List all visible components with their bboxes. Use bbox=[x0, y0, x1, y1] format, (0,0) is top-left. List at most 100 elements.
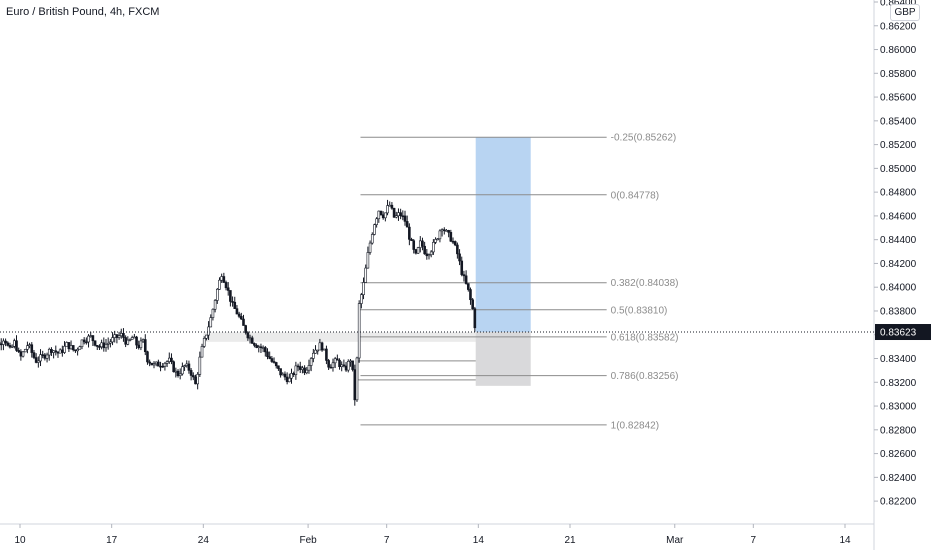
price-axis-label: 0.83800 bbox=[880, 306, 917, 317]
candle-body bbox=[259, 346, 263, 349]
candle-body bbox=[360, 294, 363, 304]
candle-body bbox=[272, 361, 276, 363]
candle-body bbox=[394, 215, 398, 218]
candle-body bbox=[209, 317, 213, 328]
price-axis-label: 0.86200 bbox=[880, 21, 917, 32]
candle-body bbox=[119, 333, 123, 337]
candle-body bbox=[196, 374, 199, 385]
candle-body bbox=[95, 345, 99, 347]
candle-body bbox=[218, 279, 221, 290]
candle-body bbox=[2, 340, 5, 345]
candle-body bbox=[469, 289, 472, 301]
candle-body bbox=[447, 230, 450, 233]
candle-body bbox=[226, 287, 230, 291]
candle-body bbox=[13, 340, 16, 347]
candle-body bbox=[381, 214, 385, 219]
candle-body bbox=[257, 346, 261, 349]
candle-body bbox=[100, 342, 103, 348]
price-axis-label: 0.85600 bbox=[880, 93, 917, 104]
candle-body bbox=[329, 366, 333, 369]
candle-body bbox=[242, 318, 245, 326]
candle-body bbox=[150, 362, 154, 366]
candle-body bbox=[279, 368, 282, 376]
candle-body bbox=[296, 365, 300, 368]
candle-body bbox=[351, 360, 354, 370]
candle-body bbox=[445, 230, 448, 232]
candle-body bbox=[281, 373, 285, 376]
candle-body bbox=[135, 336, 138, 346]
candle-body bbox=[165, 361, 169, 364]
candle-body bbox=[283, 373, 287, 378]
candle-body bbox=[333, 358, 337, 364]
candle-body bbox=[399, 212, 402, 217]
candle-body bbox=[98, 346, 101, 348]
candle-body bbox=[122, 333, 125, 338]
candle-body bbox=[292, 373, 295, 376]
candle-body bbox=[316, 349, 319, 352]
candle-body bbox=[37, 360, 40, 363]
candle-body bbox=[207, 326, 210, 336]
candle-body bbox=[305, 369, 309, 374]
price-axis-label: 0.85200 bbox=[880, 140, 917, 151]
candle-body bbox=[471, 299, 474, 309]
candle-body bbox=[264, 347, 267, 353]
candle-body bbox=[462, 274, 466, 277]
last-price-label: 0.83623 bbox=[880, 328, 917, 339]
currency-badge[interactable]: GBP bbox=[890, 4, 920, 21]
candle-body bbox=[427, 254, 431, 257]
candle-body bbox=[69, 345, 73, 350]
candle-body bbox=[301, 367, 304, 370]
candle-body bbox=[473, 308, 477, 329]
price-axis-label: 0.86000 bbox=[880, 45, 917, 56]
candle-body bbox=[172, 361, 175, 373]
price-axis-label: 0.83400 bbox=[880, 354, 917, 365]
candle-body bbox=[451, 240, 455, 243]
candle-body bbox=[161, 365, 165, 368]
candle-body bbox=[111, 337, 114, 343]
candle-body bbox=[139, 340, 143, 349]
candle-body bbox=[240, 316, 243, 320]
candle-body bbox=[41, 354, 44, 356]
price-axis-label: 0.84000 bbox=[880, 283, 917, 294]
candle-body bbox=[159, 365, 162, 368]
candle-body bbox=[229, 290, 232, 302]
fib-level-label: 0.382(0.84038) bbox=[611, 278, 679, 289]
candle-body bbox=[342, 364, 346, 367]
candle-body bbox=[85, 341, 88, 344]
candle-body bbox=[163, 363, 167, 367]
candle-body bbox=[115, 334, 119, 338]
candle-body bbox=[106, 342, 110, 345]
candle-body bbox=[364, 267, 368, 283]
candle-body bbox=[250, 337, 254, 344]
price-axis-label: 0.85400 bbox=[880, 116, 917, 127]
fib-level-label: 0.5(0.83810) bbox=[611, 305, 668, 316]
candle-body bbox=[355, 357, 359, 401]
candle-body bbox=[170, 357, 173, 362]
candle-body bbox=[71, 345, 75, 351]
candle-body bbox=[344, 365, 348, 371]
candle-body bbox=[183, 365, 186, 368]
candle-body bbox=[416, 247, 420, 254]
candle-body bbox=[91, 335, 95, 342]
candle-body bbox=[268, 356, 271, 359]
candle-body bbox=[270, 358, 274, 362]
time-axis-label: Feb bbox=[299, 535, 317, 546]
price-axis-label: 0.82600 bbox=[880, 449, 917, 460]
candle-body bbox=[216, 288, 219, 301]
time-axis: 10 17 24 Feb 7 14 21 Mar 7 14 bbox=[14, 524, 851, 546]
candle-body bbox=[392, 207, 396, 218]
candle-body bbox=[30, 344, 34, 353]
fib-level-label: 1(0.82842) bbox=[611, 420, 659, 431]
candle-body bbox=[325, 348, 328, 361]
candle-body bbox=[357, 303, 361, 359]
target-zone bbox=[475, 137, 531, 333]
candle-body bbox=[109, 341, 112, 344]
candle-body bbox=[185, 363, 189, 366]
candle-body bbox=[128, 339, 132, 341]
candle-body bbox=[246, 332, 250, 339]
candle-body bbox=[440, 229, 444, 232]
candle-body bbox=[181, 366, 184, 375]
price-axis-label: 0.82200 bbox=[880, 497, 917, 508]
candle-body bbox=[54, 350, 58, 353]
